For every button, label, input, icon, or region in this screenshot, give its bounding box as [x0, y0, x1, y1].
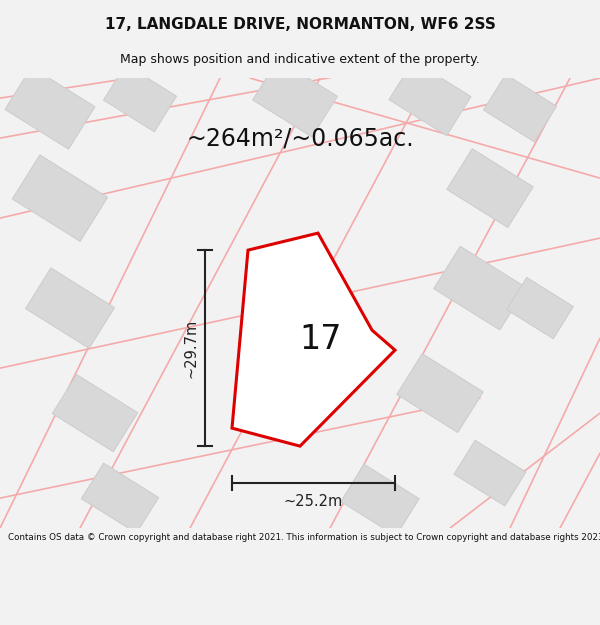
Polygon shape: [484, 74, 557, 142]
Polygon shape: [447, 149, 533, 228]
Polygon shape: [397, 354, 483, 432]
Text: ~25.2m: ~25.2m: [284, 494, 343, 509]
Text: ~264m²/~0.065ac.: ~264m²/~0.065ac.: [186, 126, 414, 150]
Polygon shape: [341, 464, 419, 536]
Polygon shape: [25, 268, 115, 348]
Polygon shape: [506, 278, 574, 339]
Polygon shape: [5, 67, 95, 149]
Text: 17: 17: [299, 323, 342, 356]
Polygon shape: [232, 233, 395, 446]
Polygon shape: [454, 440, 526, 506]
Text: 17, LANGDALE DRIVE, NORMANTON, WF6 2SS: 17, LANGDALE DRIVE, NORMANTON, WF6 2SS: [104, 17, 496, 32]
Text: Map shows position and indicative extent of the property.: Map shows position and indicative extent…: [120, 52, 480, 66]
Polygon shape: [82, 463, 158, 533]
Polygon shape: [13, 155, 107, 241]
Polygon shape: [389, 61, 471, 136]
Polygon shape: [253, 59, 337, 137]
Text: ~29.7m: ~29.7m: [184, 319, 199, 378]
Polygon shape: [103, 64, 176, 132]
Text: Contains OS data © Crown copyright and database right 2021. This information is : Contains OS data © Crown copyright and d…: [8, 532, 600, 542]
Polygon shape: [434, 246, 526, 330]
Polygon shape: [52, 374, 138, 452]
